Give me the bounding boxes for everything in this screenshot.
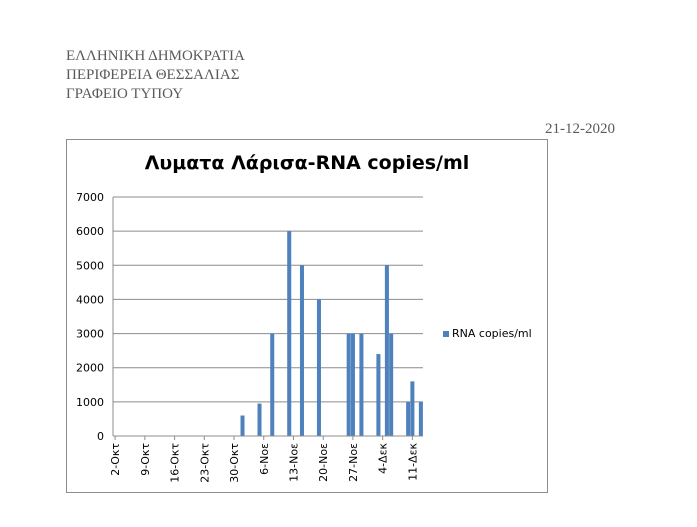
- chart-frame: Λυματα Λάρισα-RNA copies/ml 0 1000 2000 300…: [66, 139, 548, 493]
- x-tick-label: 6-Νοε: [258, 443, 271, 475]
- data-bar: [287, 231, 292, 436]
- x-tick-label: 11-Δεκ: [406, 442, 419, 480]
- legend-swatch: [443, 330, 449, 337]
- x-tick-label: 16-Οκτ: [169, 443, 182, 483]
- chart-title: Λυματα Λάρισα-RNA copies/ml: [144, 152, 470, 174]
- x-tick-label: 13-Νοε: [287, 443, 300, 482]
- y-tick-label: 4000: [76, 293, 104, 306]
- x-tick-label: 20-Νοε: [317, 443, 330, 482]
- y-tick-label: 1000: [76, 396, 104, 409]
- data-bar: [359, 333, 364, 436]
- y-tick-label: 6000: [76, 225, 104, 238]
- data-bar: [257, 403, 262, 436]
- bar-chart: 0 1000 2000 3000 4000 5000 6000 7000 2-Οκτ 9-Οκτ 1…: [76, 191, 423, 483]
- x-tick-label: 9-Οκτ: [139, 443, 152, 476]
- data-bar: [418, 401, 423, 436]
- x-tick-label: 30-Οκτ: [228, 443, 241, 483]
- data-bar: [376, 354, 381, 436]
- data-bar: [316, 299, 321, 436]
- x-tick-label: 27-Νοε: [347, 443, 360, 482]
- data-bar: [270, 333, 275, 436]
- y-tick-label: 3000: [76, 328, 104, 341]
- y-tick-label: 2000: [76, 362, 104, 375]
- data-bar: [346, 333, 351, 436]
- data-bar: [384, 265, 389, 436]
- y-tick-label: 5000: [76, 259, 104, 272]
- data-bar: [389, 333, 394, 436]
- press-office-header: ΕΛΛΗΝΙΚΗ ΔΗΜΟΚΡΑΤΙΑ ΠΕΡΙΦΕΡΕΙΑ ΘΕΣΣΑΛΙΑΣ…: [66, 47, 245, 104]
- data-bar: [406, 401, 411, 436]
- data-bar: [350, 333, 355, 436]
- header-line-office: ΓΡΑΦΕΙΟ ΤΥΠΟΥ: [66, 86, 184, 102]
- x-tick-label: 2-Οκτ: [109, 443, 122, 476]
- y-tick-label: 0: [97, 430, 104, 443]
- header-line-republic: ΕΛΛΗΝΙΚΗ ΔΗΜΟΚΡΑΤΙΑ: [66, 48, 245, 64]
- x-tick-label: 4-Δεκ: [377, 442, 390, 473]
- chart-legend: RNA copies/ml: [443, 327, 532, 340]
- y-tick-label: 7000: [76, 191, 104, 204]
- data-bar: [410, 381, 415, 436]
- document-date: 21-12-2020: [545, 121, 615, 137]
- x-tick-label: 23-Οκτ: [198, 443, 211, 483]
- data-bar: [240, 415, 245, 436]
- header-line-region: ΠΕΡΙΦΕΡΕΙΑ ΘΕΣΣΑΛΙΑΣ: [66, 67, 240, 83]
- data-bar: [299, 265, 304, 436]
- legend-label: RNA copies/ml: [452, 327, 532, 340]
